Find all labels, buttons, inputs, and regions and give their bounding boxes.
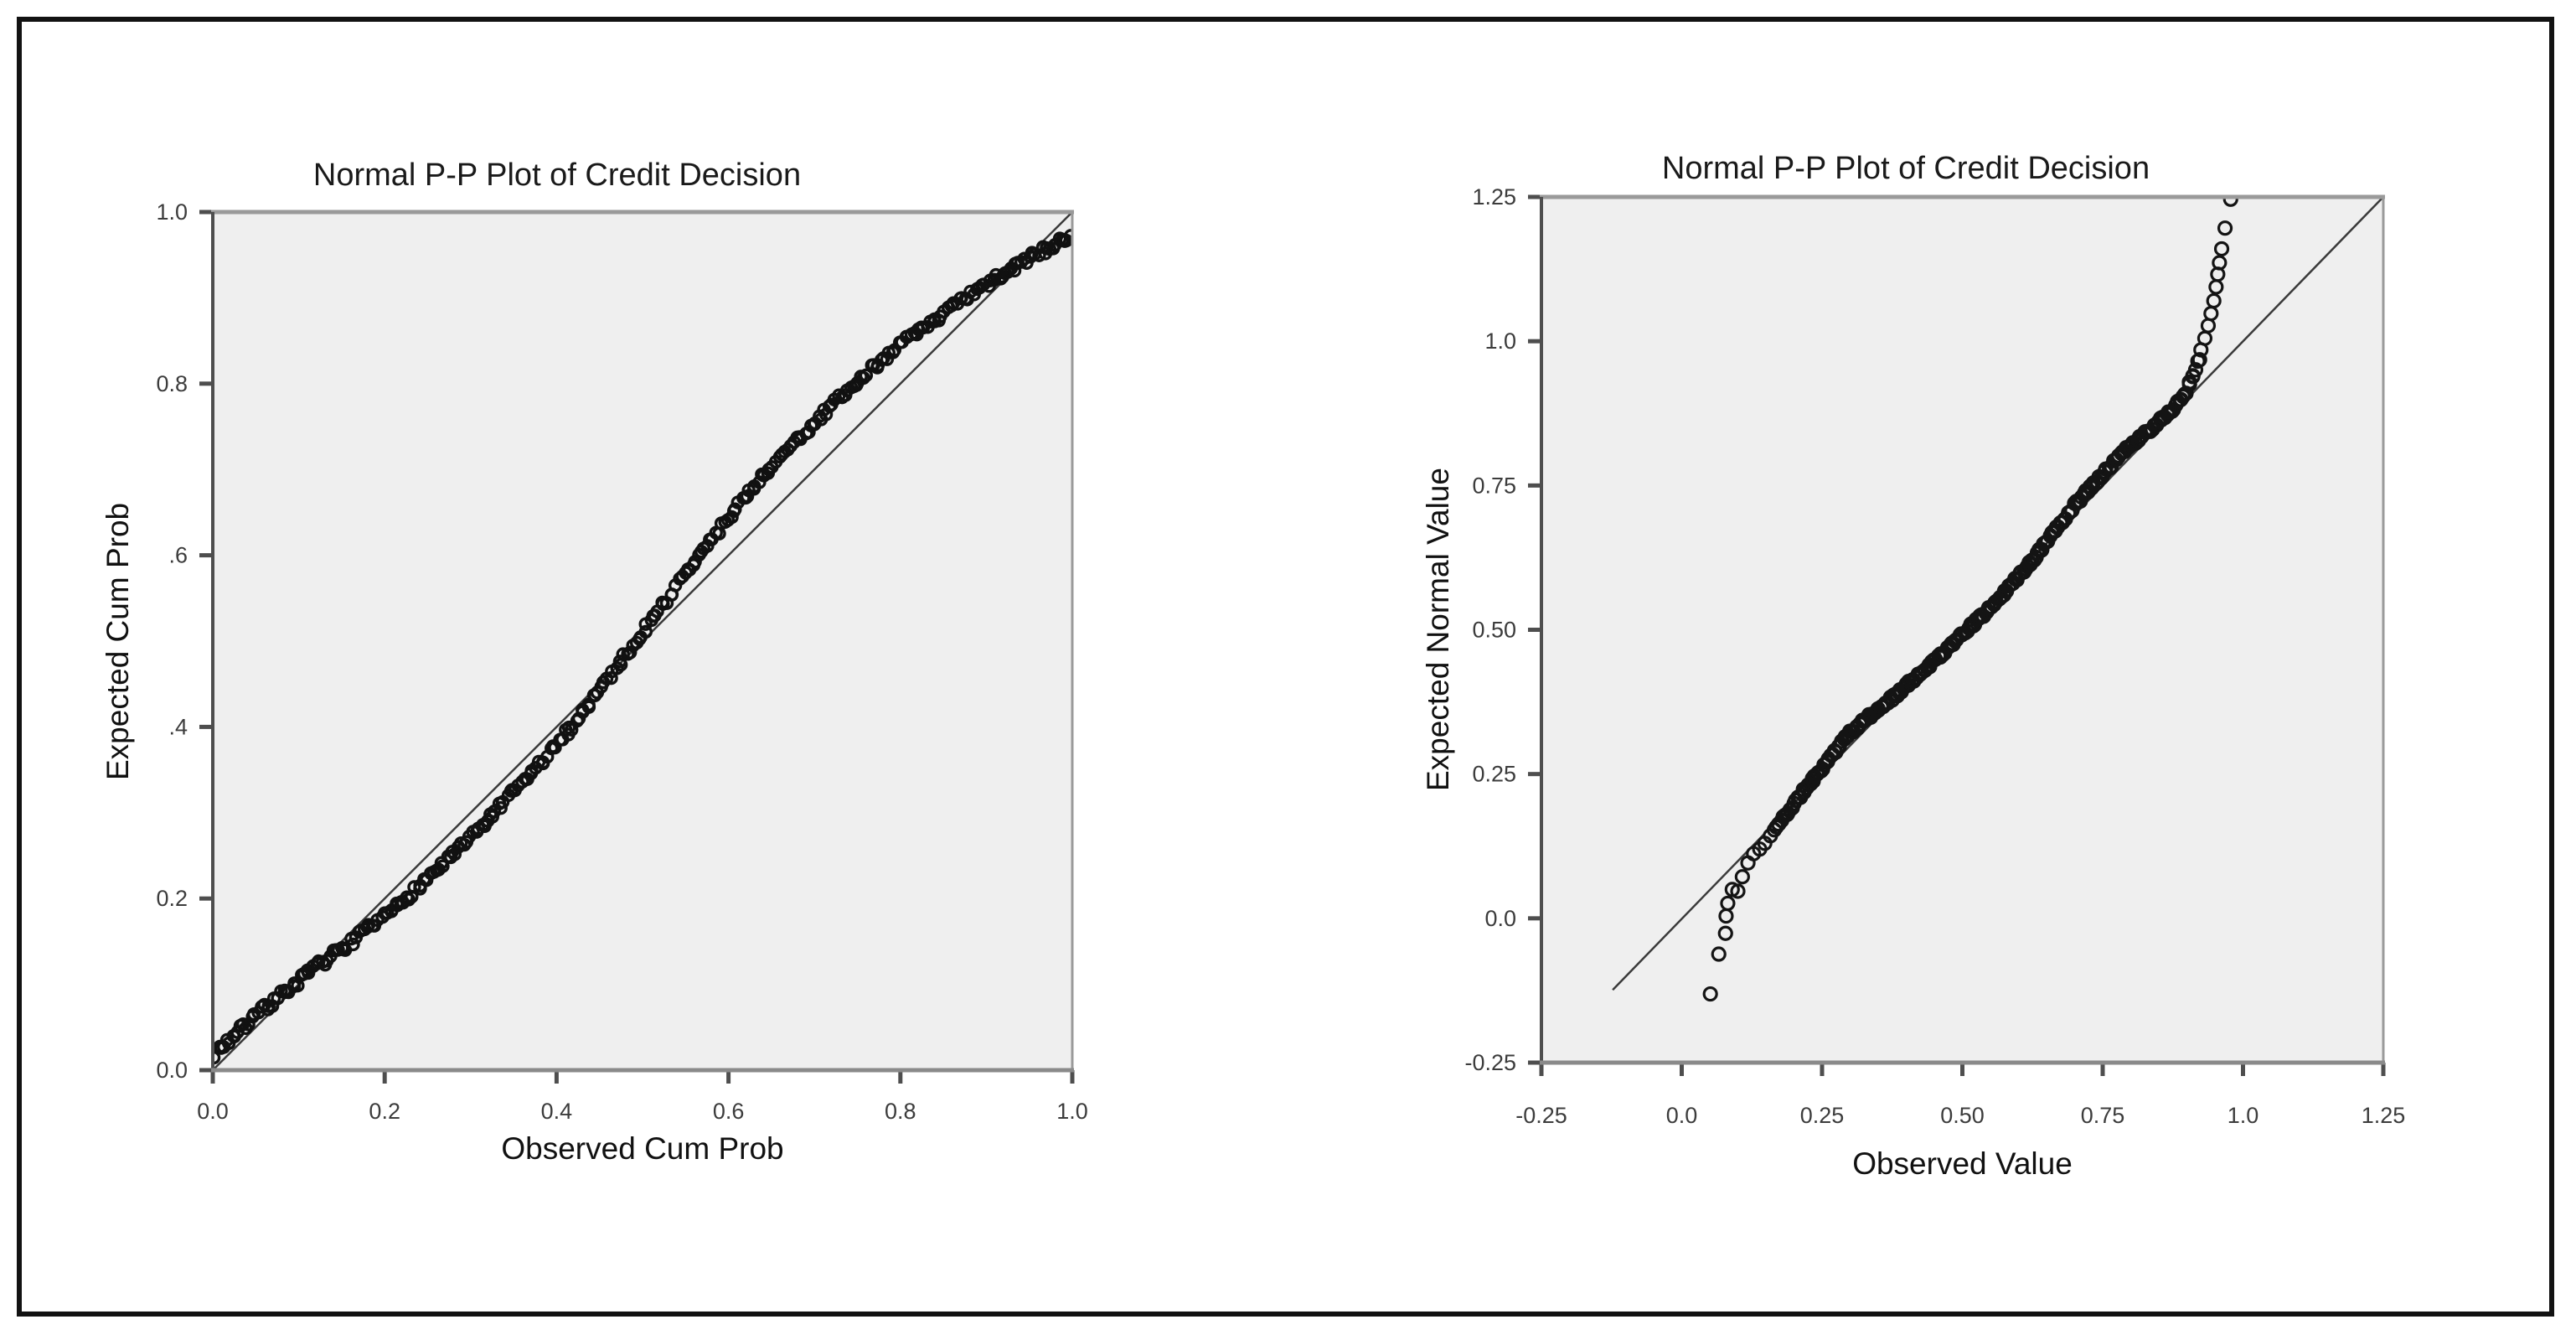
left-chart-title: Normal P-P Plot of Credit Decision bbox=[312, 158, 802, 193]
left-y-axis-label: Expected Cum Prob bbox=[101, 502, 135, 780]
outlier-point bbox=[1717, 925, 1733, 941]
data-point bbox=[1064, 229, 1072, 243]
data-point bbox=[407, 880, 421, 894]
data-point bbox=[616, 647, 630, 661]
x-tick-label: 0.4 bbox=[541, 1099, 573, 1124]
scatter-points bbox=[213, 229, 1072, 1065]
outlier-point bbox=[2217, 220, 2233, 236]
x-tick-label: 0.8 bbox=[885, 1099, 916, 1124]
y-tick-label: 0.75 bbox=[1472, 473, 1516, 498]
x-tick-label: 0.0 bbox=[1666, 1103, 1698, 1128]
y-tick-label: 1.0 bbox=[156, 199, 188, 225]
data-point bbox=[859, 368, 874, 383]
data-point bbox=[436, 859, 450, 873]
y-tick-label: 0.25 bbox=[1472, 762, 1516, 787]
right-y-axis-label: Expected Normal Value bbox=[1421, 468, 1455, 792]
data-point bbox=[725, 510, 739, 525]
outlier-point bbox=[2213, 241, 2230, 257]
x-tick-label: -0.25 bbox=[1515, 1103, 1567, 1128]
outlier-point bbox=[1730, 883, 1746, 899]
right-x-axis-label: Observed Value bbox=[1852, 1146, 2073, 1181]
x-tick-label: 0.6 bbox=[713, 1099, 745, 1124]
outlier-point bbox=[1711, 946, 1727, 962]
x-tick-label: 0.2 bbox=[369, 1099, 400, 1124]
data-point bbox=[401, 892, 416, 907]
outlier-point bbox=[1720, 895, 1736, 912]
y-tick-label: 0.2 bbox=[156, 886, 188, 911]
data-point bbox=[856, 370, 870, 385]
y-tick-label: 0.0 bbox=[1484, 906, 1516, 931]
right-chart-title: Normal P-P Plot of Credit Decision bbox=[1661, 151, 2150, 186]
x-tick-label: 0.50 bbox=[1940, 1103, 1985, 1128]
y-tick-label: 1.25 bbox=[1472, 184, 1516, 210]
data-point bbox=[2185, 369, 2201, 385]
left-x-axis-label: Observed Cum Prob bbox=[501, 1131, 784, 1166]
outlier-point bbox=[2206, 292, 2222, 309]
data-point bbox=[623, 645, 638, 660]
data-point bbox=[638, 624, 653, 639]
data-point bbox=[728, 502, 742, 516]
y-tick-label: 1.0 bbox=[1484, 329, 1516, 354]
y-tick-label: -0.25 bbox=[1464, 1050, 1516, 1075]
data-point bbox=[604, 670, 618, 686]
outlier-point bbox=[2212, 255, 2228, 271]
y-tick-label: 0.50 bbox=[1472, 618, 1516, 643]
x-tick-label: 0.25 bbox=[1800, 1103, 1845, 1128]
outlier-point bbox=[1763, 828, 1778, 844]
x-tick-label: 1.0 bbox=[2228, 1103, 2259, 1128]
data-point bbox=[740, 489, 755, 504]
data-point bbox=[493, 801, 508, 815]
x-tick-label: 0.75 bbox=[2081, 1103, 2125, 1128]
outlier-point bbox=[1702, 986, 1718, 1002]
x-tick-label: 0.0 bbox=[197, 1099, 229, 1124]
y-tick-label: .6 bbox=[168, 543, 188, 568]
scatter-points bbox=[1702, 197, 2238, 1002]
data-point bbox=[346, 937, 360, 952]
outlier-point bbox=[1734, 869, 1750, 885]
data-point bbox=[1007, 263, 1022, 278]
outlier-point bbox=[2222, 197, 2238, 207]
y-tick-label: 0.0 bbox=[156, 1058, 188, 1083]
y-tick-label: .4 bbox=[168, 714, 188, 739]
x-tick-label: 1.0 bbox=[1056, 1099, 1088, 1124]
y-tick-label: 0.8 bbox=[156, 371, 188, 396]
data-point bbox=[2191, 352, 2207, 368]
x-tick-label: 1.25 bbox=[2362, 1103, 2406, 1128]
